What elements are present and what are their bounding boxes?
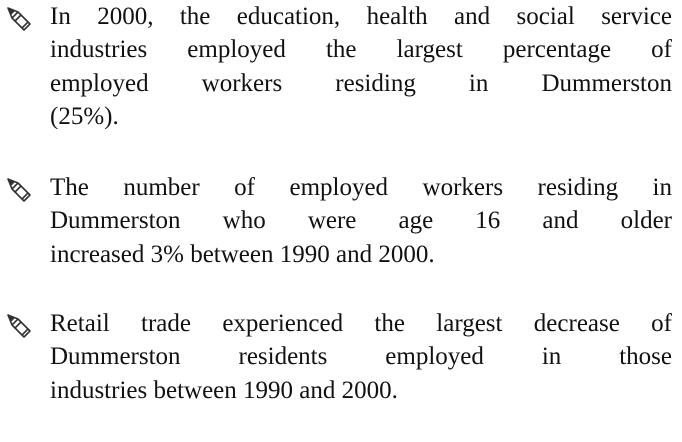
pencil-icon	[7, 178, 31, 202]
text-line: Retail trade experienced the largest dec…	[50, 310, 672, 337]
text-line: The number of employed workers residing …	[50, 174, 672, 201]
pencil-icon	[7, 314, 31, 338]
text-line: Dummerston who were age 16 and older	[50, 207, 672, 235]
text-line: employed workers residing in Dummerston	[50, 69, 672, 97]
bullet-text: The number of employed workers residing …	[50, 171, 672, 271]
pencil-icon	[7, 7, 31, 31]
text-line: increased 3% between 1990 and 2000.	[50, 240, 435, 268]
text-line: industries between 1990 and 2000.	[50, 376, 398, 404]
text-line: In 2000, the education, health and socia…	[50, 3, 672, 30]
text-line: industries employed the largest percenta…	[50, 36, 672, 64]
bullet-text: In 2000, the education, health and socia…	[50, 0, 672, 133]
text-line: (25%).	[50, 102, 119, 130]
bullet-text: Retail trade experienced the largest dec…	[50, 307, 672, 407]
text-line: Dummerston residents employed in those	[50, 343, 672, 371]
